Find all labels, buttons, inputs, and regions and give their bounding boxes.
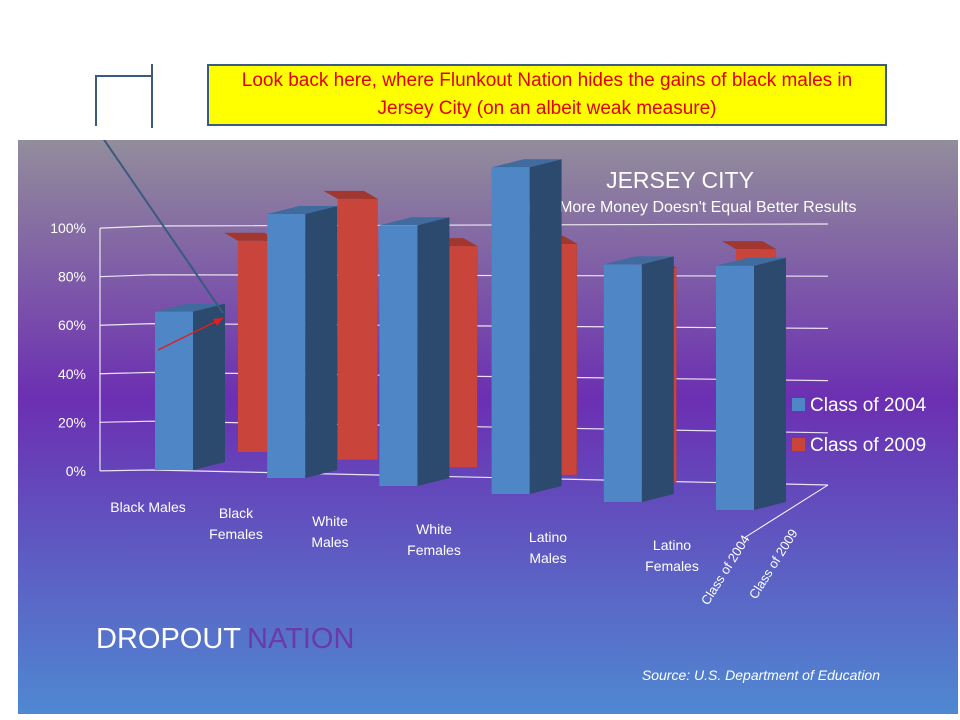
legend: Class of 2004 Class of 2009 [792, 395, 927, 456]
x-tick-label: White Females [407, 521, 461, 558]
bar-class-of-2004 [603, 256, 674, 502]
brand-logo: DROPOUT NATION [96, 623, 354, 655]
brand-dropout: DROPOUT [96, 623, 241, 655]
y-tick-label: 0% [66, 463, 86, 479]
legend-swatch [792, 438, 805, 451]
y-tick-label: 100% [50, 220, 86, 236]
chart-subtitle: Where More Money Doesn't Equal Better Re… [508, 199, 857, 216]
bar-class-of-2004 [716, 257, 786, 510]
chart-panel: JERSEY CITY Where More Money Doesn't Equ… [18, 140, 958, 714]
gridline [99, 371, 829, 382]
x-tick-label: Latino Females [645, 537, 699, 574]
gridline [99, 223, 829, 229]
legend-label: Class of 2004 [810, 395, 927, 416]
source-note: Source: U.S. Department of Education [642, 667, 880, 683]
y-tick-label: 80% [58, 269, 86, 285]
bar-class-of-2004 [267, 206, 338, 478]
bars [155, 159, 786, 510]
y-axis: 0% 20% 40% 60% 80% 100% [50, 220, 86, 479]
callout-pointer-arrow [157, 317, 224, 351]
chart-title: JERSEY CITY [606, 167, 754, 193]
legend-swatch [792, 398, 805, 411]
arrow-head [213, 318, 223, 326]
gridline [99, 420, 829, 434]
gridlines [99, 223, 829, 539]
x-axis: Black Males Black Females White Males White Fe… [110, 499, 699, 574]
y-tick-label: 20% [58, 414, 86, 430]
callout-pointer-line [103, 140, 224, 314]
x-tick-label: Black Females [209, 505, 263, 542]
bar-class-of-2009 [323, 190, 378, 460]
x-tick-label: White Males [311, 513, 348, 550]
legend-label: Class of 2009 [810, 435, 926, 456]
x-tick-label: Latino Males [529, 529, 567, 566]
bar-class-of-2004 [491, 159, 562, 495]
bar-class-of-2004 [155, 303, 225, 470]
gridline [99, 274, 829, 278]
y-tick-label: 40% [58, 366, 86, 382]
y-tick-label: 60% [58, 317, 86, 333]
bracket-elbow [95, 75, 152, 126]
brand-nation: NATION [247, 623, 354, 655]
callout-text: Look back here, where Flunkout Nation hi… [241, 70, 853, 119]
x-tick-label: Black Males [110, 499, 185, 515]
callout-box: Look back here, where Flunkout Nation hi… [207, 64, 887, 126]
gridline [99, 469, 829, 486]
floor-edge [743, 484, 829, 539]
bar-class-of-2004 [379, 217, 450, 487]
gridline [99, 322, 829, 329]
